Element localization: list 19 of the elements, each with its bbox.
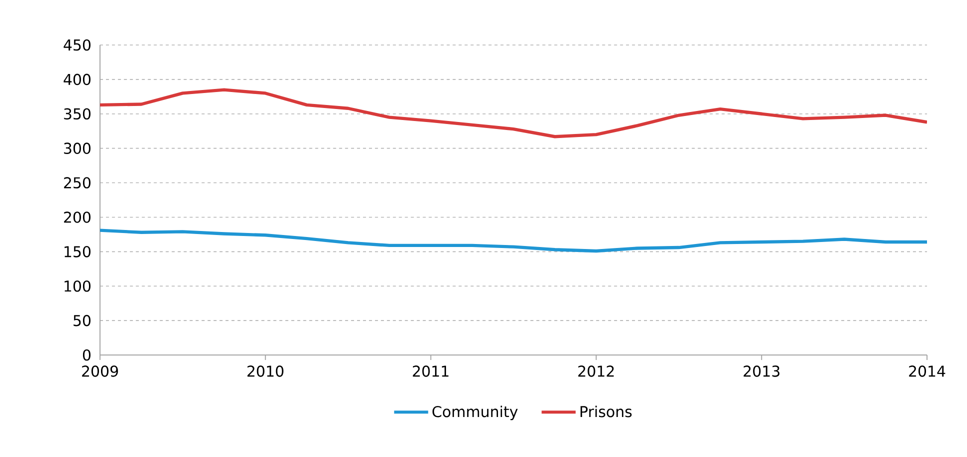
x-tick-label: 2014 [909, 366, 946, 377]
y-tick-label: 300 [64, 142, 90, 154]
x-tick-label: 2009 [82, 366, 118, 377]
y-tick-label: 200 [64, 212, 90, 223]
y-tick-label: 250 [64, 177, 90, 188]
y-tick-label: 150 [64, 246, 90, 258]
x-tick-label: 2011 [412, 366, 448, 377]
x-tick-label: 2013 [744, 366, 780, 377]
y-tick-label: 350 [64, 108, 90, 120]
x-tick-label: 2010 [247, 366, 284, 377]
y-tick-label: 100 [64, 280, 90, 292]
x-tick-label: 2012 [578, 366, 614, 377]
y-tick-label: 50 [74, 314, 90, 326]
y-tick-label: 400 [64, 74, 90, 86]
legend-label: Community [432, 406, 518, 420]
legend-label: Prisons [580, 406, 632, 418]
line-series [100, 88, 928, 138]
y-tick-label: 450 [64, 39, 90, 51]
y-tick-label: 0 [82, 349, 90, 361]
